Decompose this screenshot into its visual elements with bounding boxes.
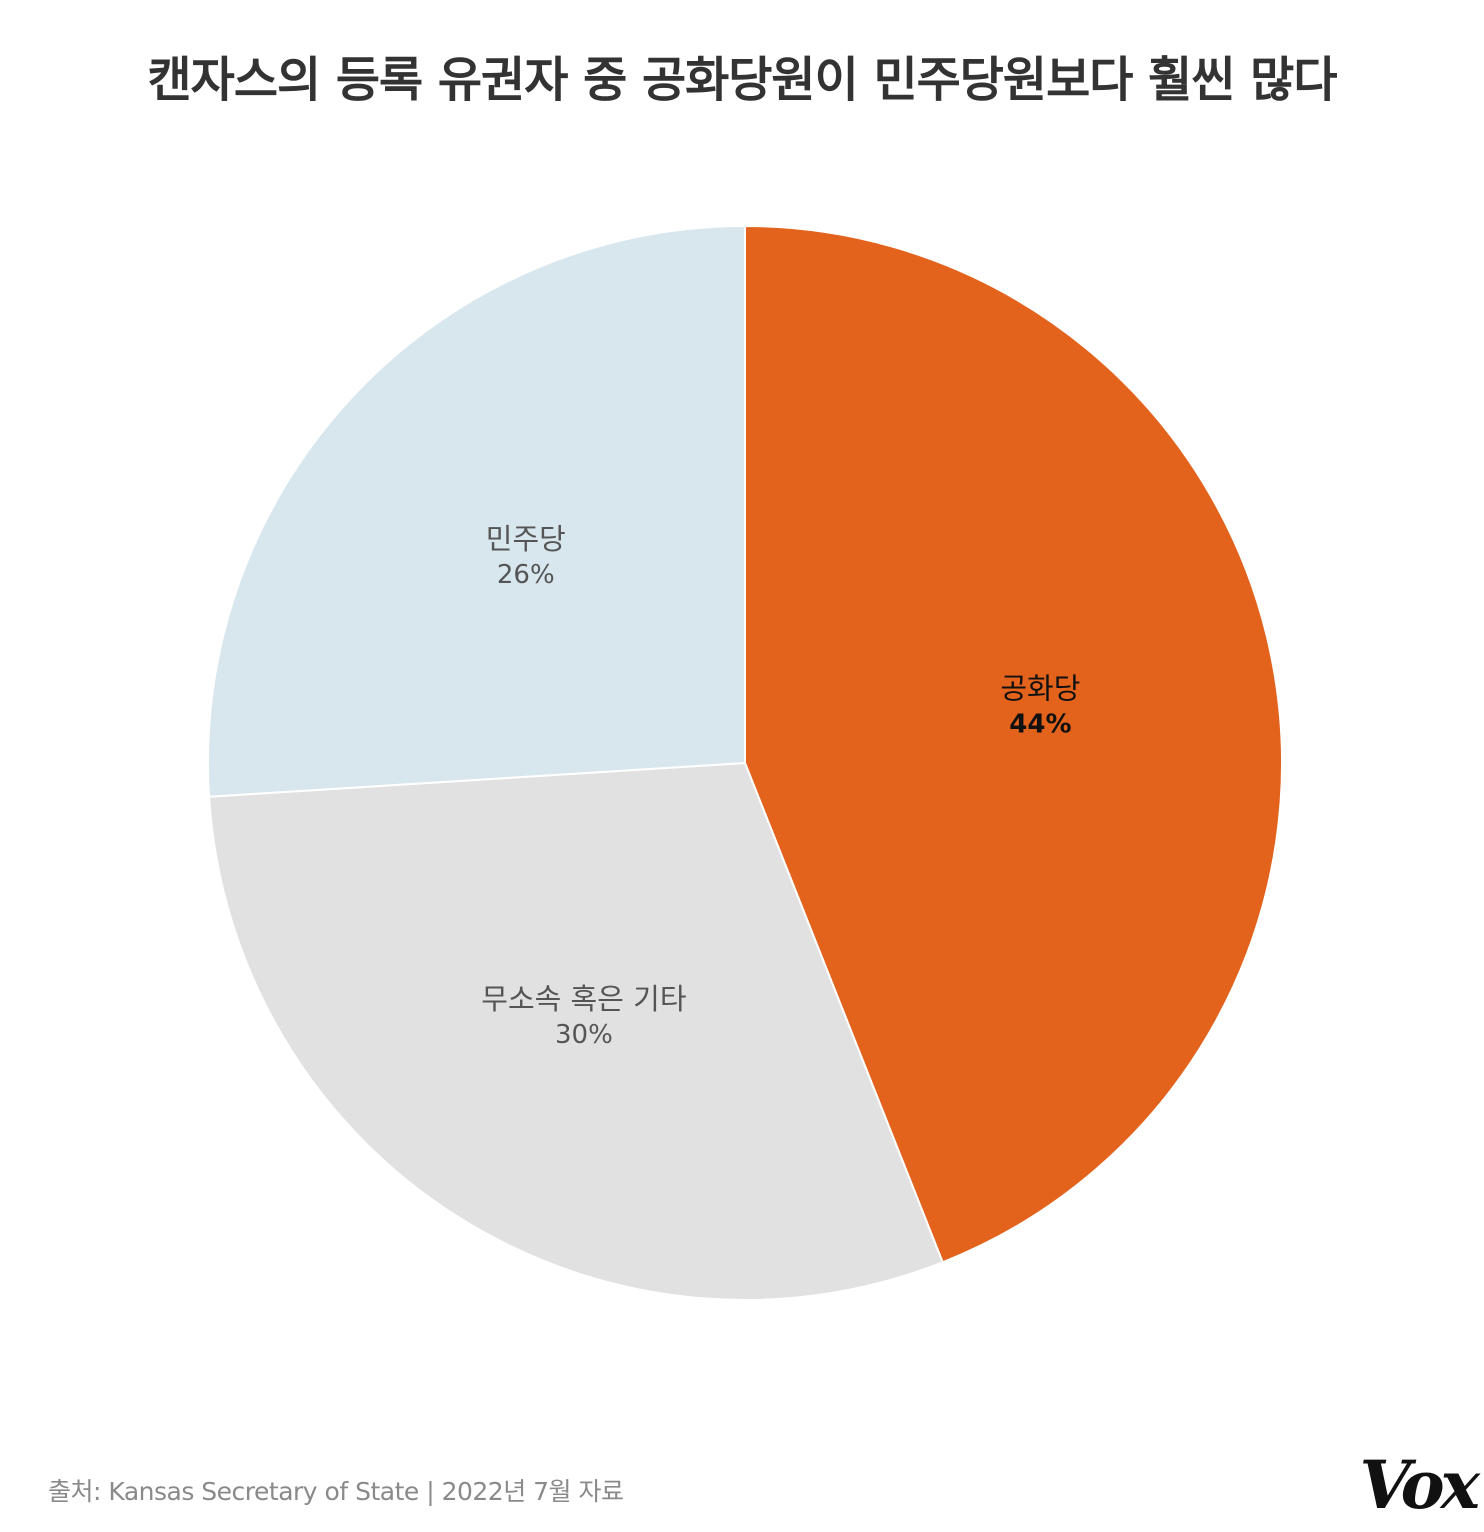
slice-value-2: 26% (497, 560, 555, 590)
vox-logo: Vox (1359, 1446, 1480, 1524)
slice-label-2: 민주당 (486, 522, 566, 556)
slice-value-0: 44% (1009, 710, 1071, 740)
slice-label-0: 공화당 (1000, 672, 1080, 706)
pie-slice-1 (207, 761, 944, 1301)
pie-slice-0 (744, 224, 1283, 1264)
pie-slice-2 (207, 224, 746, 798)
source-note: 출처: Kansas Secretary of State | 2022년 7월… (48, 1477, 624, 1506)
slice-value-1: 30% (555, 1020, 613, 1050)
chart-title: 캔자스의 등록 유권자 중 공화당원이 민주당원보다 훨씬 많다 (147, 52, 1338, 108)
slice-label-1: 무소속 혹은 기타 (481, 982, 686, 1016)
